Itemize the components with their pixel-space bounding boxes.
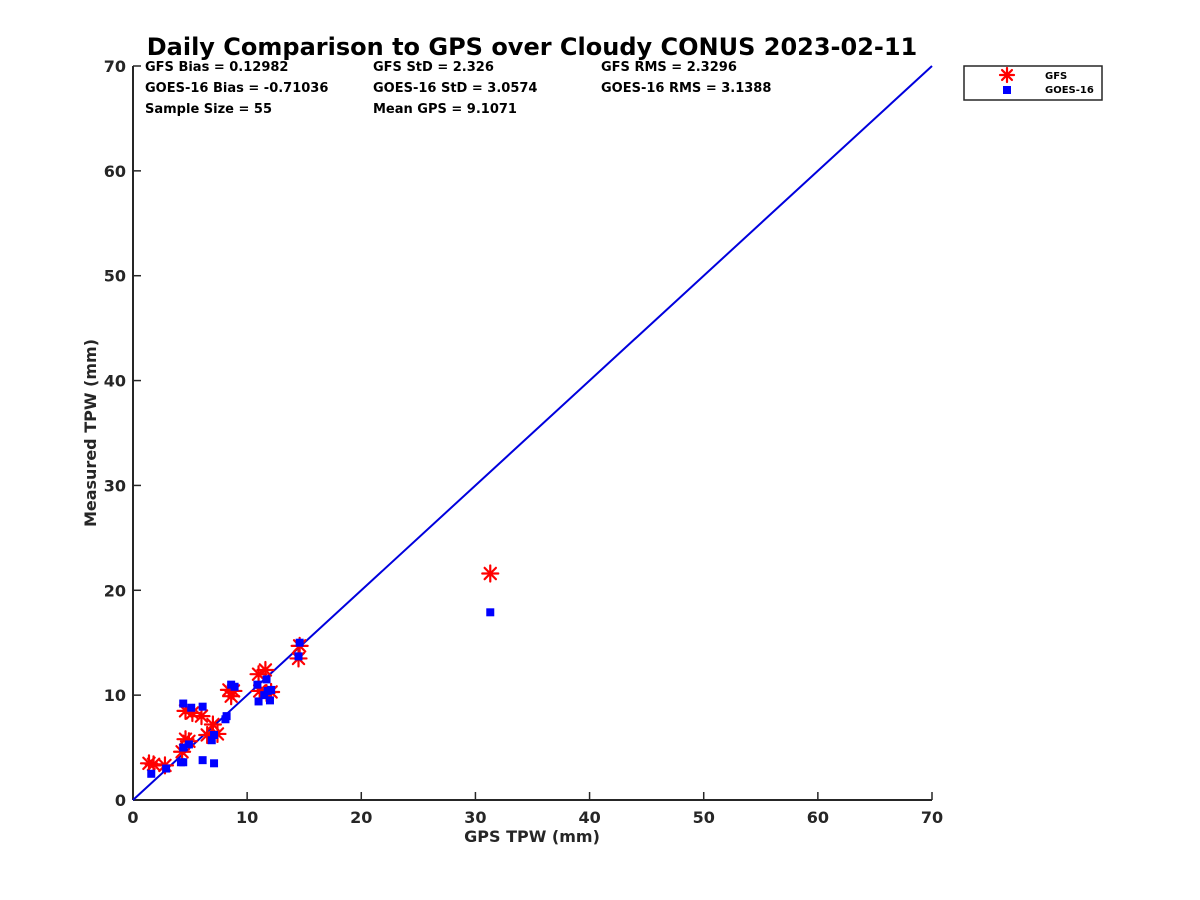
legend-square-mark [1003,86,1011,94]
goes-point [254,697,263,706]
goes-point [262,675,271,684]
goes-point [179,743,188,752]
goes-point [222,712,231,721]
goes-point [207,736,216,745]
stat-gfs-std: GFS StD = 2.326 [373,60,494,75]
y-axis-label: Measured TPW (mm) [81,339,100,527]
goes-point [486,608,495,617]
stat-mean-gps: Mean GPS = 9.1071 [373,102,517,117]
y-tick-label: 60 [104,162,126,181]
x-tick-label: 20 [350,808,372,827]
goes-point [179,699,188,708]
legend-label-gfs: GFS [1045,71,1067,82]
goes-point [198,702,207,711]
gfs-point [192,707,211,726]
stat-sample-size: Sample Size = 55 [145,102,272,117]
goes-point [147,769,156,778]
y-tick-label: 40 [104,372,126,391]
legend-marker-goes [1003,86,1011,94]
goes-point [267,685,276,694]
goes-point [198,756,207,765]
goes-point [260,691,269,700]
goes-point [210,730,219,739]
x-tick-label: 10 [236,808,258,827]
stat-gfs-rms: GFS RMS = 2.3296 [601,60,737,75]
gfs-point [481,564,500,583]
legend: GFS GOES-16 [963,65,1103,101]
y-tick-label: 20 [104,581,126,600]
stat-goes-rms: GOES-16 RMS = 3.1388 [601,81,771,96]
x-axis-label: GPS TPW (mm) [464,827,600,846]
goes-point [295,638,304,647]
goes-point [265,696,274,705]
goes-point [230,682,239,691]
stat-goes-bias: GOES-16 Bias = -0.71036 [145,81,328,96]
data-points [139,564,500,778]
y-tick-label: 50 [104,267,126,286]
legend-label-goes: GOES-16 [1045,85,1094,96]
legend-asterisk-mark [998,66,1016,84]
x-tick-label: 30 [464,808,486,827]
legend-marker-gfs [998,66,1016,84]
goes-point [179,758,188,767]
x-tick-label: 0 [127,808,138,827]
x-tick-label: 60 [807,808,829,827]
x-tick-label: 40 [578,808,600,827]
y-tick-label: 30 [104,476,126,495]
y-tick-label: 70 [104,57,126,76]
stat-gfs-bias: GFS Bias = 0.12982 [145,60,288,75]
gfs-point [256,660,275,680]
goes-point [162,764,171,773]
y-tick-label: 10 [104,686,126,705]
goes-point [294,652,303,661]
legend-box [963,65,1103,101]
y-tick-label: 0 [115,791,126,810]
axis-ticks: 0 10 20 30 40 50 60 70 0 10 20 30 40 50 60 70 [104,57,943,827]
goes-point [210,759,219,768]
chart-title: Daily Comparison to GPS over Cloudy CONU… [147,33,918,61]
goes-point [184,740,193,749]
goes-point [187,703,196,712]
goes-point [253,680,262,689]
stat-goes-std: GOES-16 StD = 3.0574 [373,81,537,96]
x-tick-label: 50 [693,808,715,827]
x-tick-label: 70 [921,808,943,827]
